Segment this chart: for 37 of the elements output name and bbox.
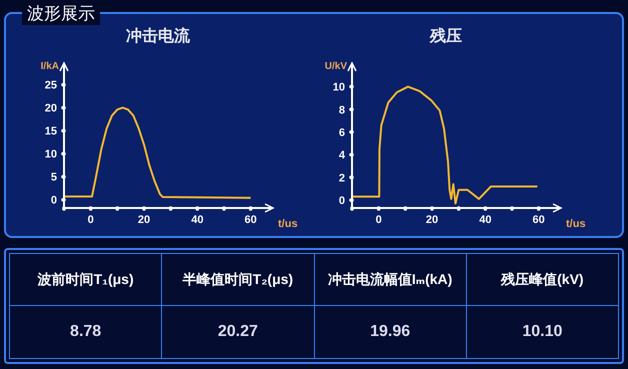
chart-title: 残压	[428, 26, 463, 47]
text: 冲击电流幅值Iₘ(kA)	[314, 254, 466, 306]
x-tick-label: 60	[244, 214, 257, 226]
chart-title: 冲击电流	[125, 26, 191, 47]
text: 19.96	[314, 306, 466, 358]
y-tick-label: 25	[44, 80, 57, 92]
text: 波前时间T₁(μs)	[10, 254, 162, 306]
y-axis-title: U/kV	[324, 61, 348, 72]
y-axis-title: I/kA	[40, 61, 59, 72]
x-tick-label: 40	[479, 214, 492, 226]
text: 20.27	[162, 306, 314, 358]
x-tick-label: 0	[376, 214, 382, 226]
y-tick-label: 20	[44, 102, 57, 115]
y-tick-label: 10	[44, 148, 57, 161]
y-tick-label: 2	[338, 172, 345, 184]
y-tick-label: 6	[338, 127, 345, 140]
text: 半峰值时间T₂(μs)	[162, 254, 314, 306]
x-tick-label: 0	[88, 214, 94, 226]
y-tick-label: 4	[338, 150, 346, 162]
x-tick-label: 20	[426, 214, 438, 226]
y-tick-label: 15	[44, 126, 57, 138]
x-axis-title: t/us	[566, 218, 586, 230]
x-tick-label: 40	[191, 214, 204, 226]
text: 10.10	[466, 306, 618, 358]
y-tick-label: 5	[50, 172, 57, 184]
y-tick-label: 10	[332, 82, 345, 94]
x-axis-title: t/us	[278, 218, 298, 230]
text: 8.78	[10, 306, 162, 358]
line-series	[64, 106, 252, 199]
text: 波形展示	[22, 2, 100, 25]
y-tick-label: 0	[338, 195, 345, 208]
y-tick-label: 0	[50, 194, 57, 207]
y-tick-label: 8	[338, 104, 345, 116]
x-tick-label: 20	[138, 214, 150, 226]
line-series	[352, 86, 538, 204]
text: 残压峰值(kV)	[466, 254, 618, 306]
x-tick-label: 60	[532, 214, 545, 226]
